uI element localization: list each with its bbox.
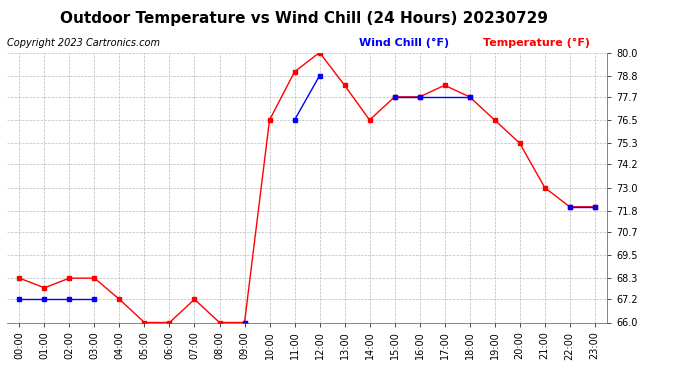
Text: Wind Chill (°F): Wind Chill (°F) [359, 38, 449, 48]
Text: Temperature (°F): Temperature (°F) [483, 38, 590, 48]
Text: Copyright 2023 Cartronics.com: Copyright 2023 Cartronics.com [7, 38, 160, 48]
Text: Outdoor Temperature vs Wind Chill (24 Hours) 20230729: Outdoor Temperature vs Wind Chill (24 Ho… [59, 11, 548, 26]
